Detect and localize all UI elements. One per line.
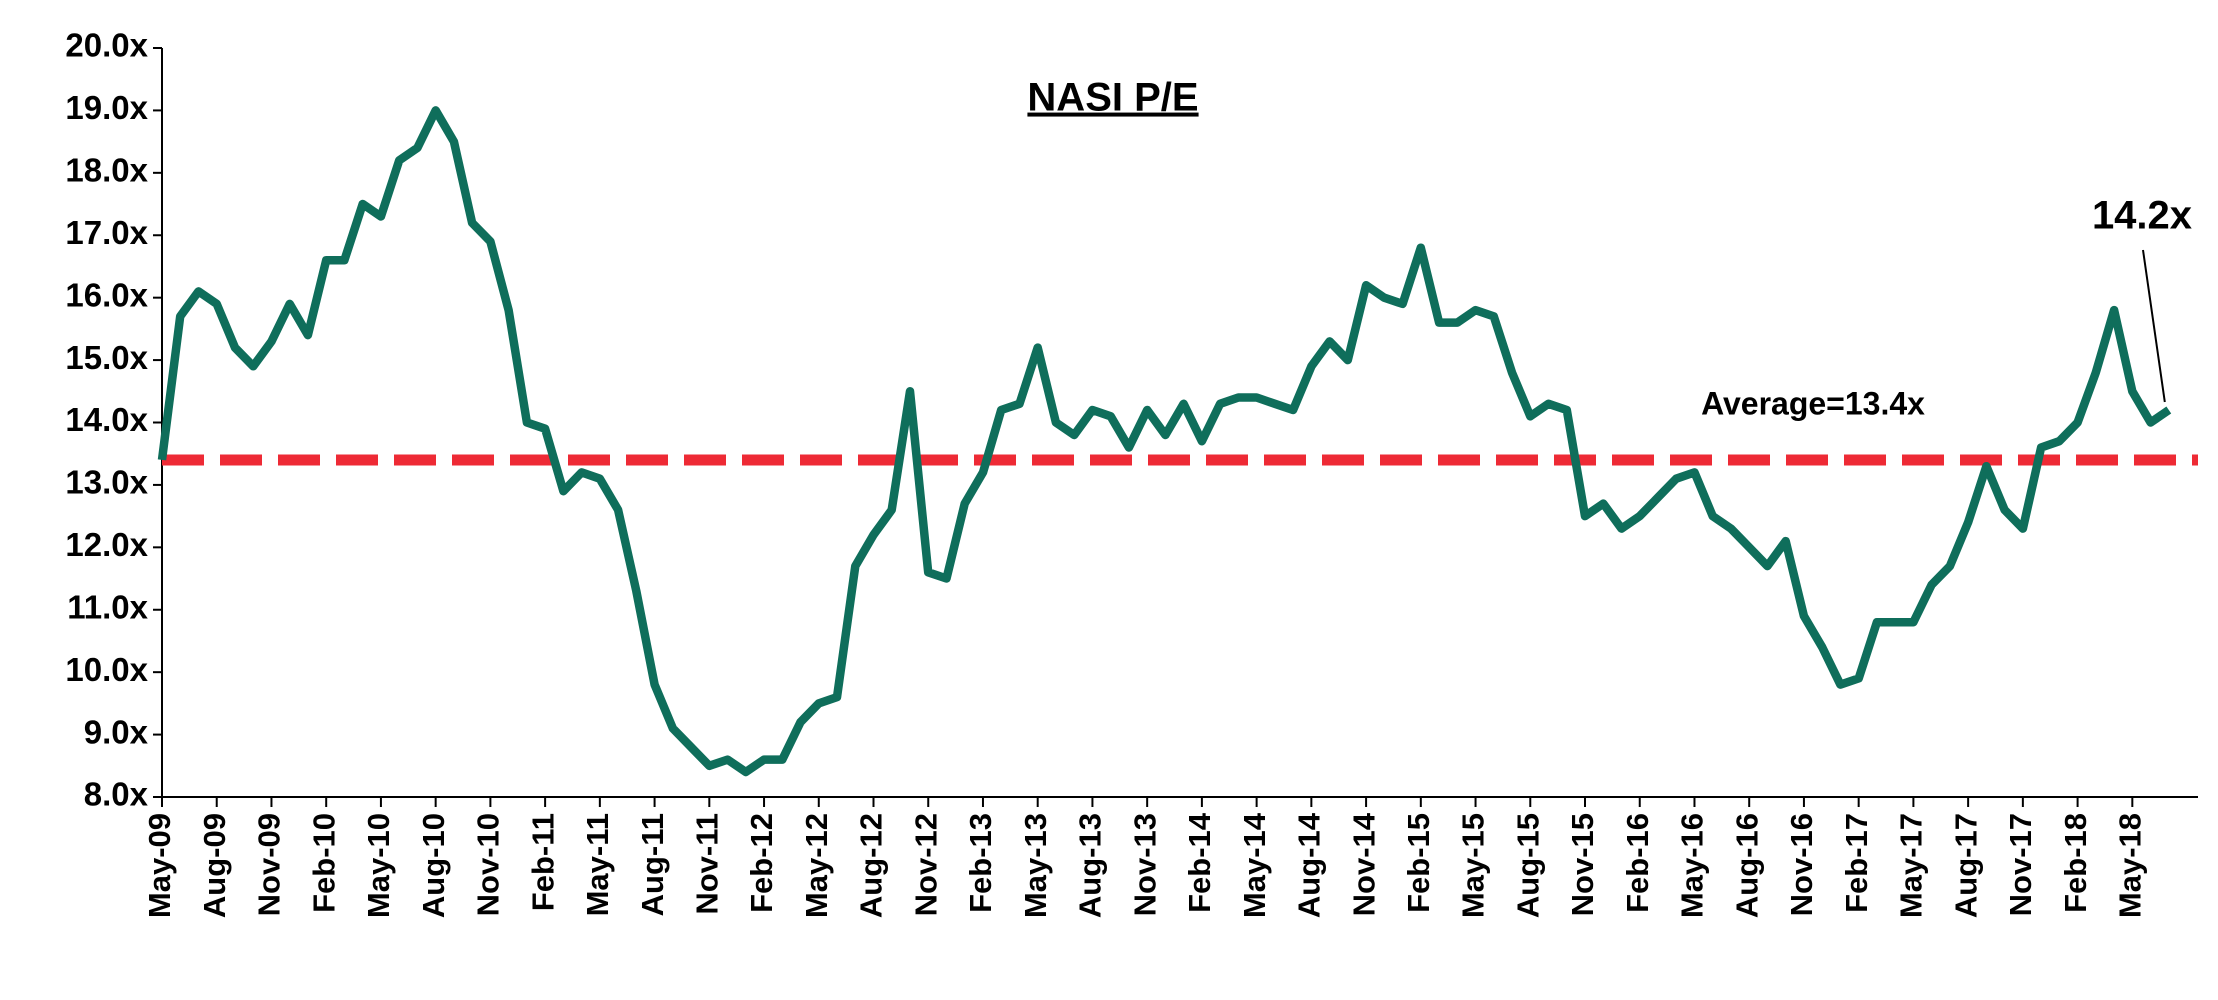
x-tick-label: May-15 <box>1456 813 1491 918</box>
x-tick-label: Aug-13 <box>1073 813 1108 918</box>
x-tick-label: Feb-17 <box>1839 813 1874 913</box>
x-tick-label: May-12 <box>799 813 834 918</box>
x-tick-label: Aug-09 <box>197 813 232 918</box>
y-tick-label: 11.0x <box>67 588 148 625</box>
x-tick-label: May-14 <box>1237 812 1272 918</box>
y-tick-label: 15.0x <box>65 339 148 376</box>
x-tick-label: Nov-13 <box>1127 813 1162 916</box>
y-tick-label: 13.0x <box>65 464 148 501</box>
x-tick-label: Nov-15 <box>1565 813 1600 916</box>
y-tick-label: 16.0x <box>65 276 148 313</box>
x-tick-label: May-09 <box>142 813 177 918</box>
x-tick-label: Aug-11 <box>635 813 670 916</box>
x-tick-label: Aug-17 <box>1948 813 1983 918</box>
x-tick-label: Feb-12 <box>744 813 779 913</box>
y-tick-label: 14.0x <box>65 401 148 438</box>
x-tick-label: Aug-10 <box>416 813 451 918</box>
x-tick-label: Feb-14 <box>1182 812 1217 913</box>
x-tick-label: May-11 <box>580 813 615 916</box>
average-label: Average=13.4x <box>1701 385 1925 421</box>
x-tick-label: Nov-12 <box>908 813 943 916</box>
x-tick-label: May-16 <box>1675 813 1710 918</box>
y-tick-label: 9.0x <box>84 713 149 750</box>
x-tick-label: Aug-16 <box>1729 813 1764 918</box>
annotation-arrow <box>2142 249 2166 403</box>
y-tick-label: 18.0x <box>65 152 148 189</box>
x-tick-label: Aug-12 <box>854 813 889 918</box>
x-tick-label: Feb-13 <box>963 813 998 913</box>
y-tick-label: 20.0x <box>65 27 148 64</box>
x-tick-label: May-18 <box>2113 813 2148 918</box>
x-tick-label: May-17 <box>1894 813 1929 918</box>
x-tick-label: Feb-15 <box>1401 813 1436 913</box>
annotation: 14.2x <box>2092 194 2192 238</box>
x-tick-label: Feb-18 <box>2058 813 2093 913</box>
x-tick-label: Nov-09 <box>252 813 287 916</box>
x-tick-label: Feb-10 <box>306 813 341 913</box>
x-tick-label: Aug-15 <box>1510 813 1545 918</box>
x-tick-label: Feb-16 <box>1620 813 1655 913</box>
y-tick-label: 17.0x <box>65 214 148 251</box>
y-tick-label: 19.0x <box>65 89 148 126</box>
x-tick-label: Nov-16 <box>1784 813 1819 916</box>
x-tick-label: Nov-17 <box>2003 813 2038 916</box>
x-tick-label: Nov-14 <box>1346 812 1381 916</box>
y-tick-label: 12.0x <box>65 526 148 563</box>
x-tick-label: May-10 <box>361 813 396 918</box>
y-tick-label: 8.0x <box>84 776 149 813</box>
chart-title: NASI P/E <box>1027 76 1198 120</box>
x-tick-label: Aug-14 <box>1292 812 1327 918</box>
x-tick-label: Nov-10 <box>471 813 506 916</box>
series-line <box>157 106 2172 777</box>
y-tick-label: 10.0x <box>65 651 148 688</box>
x-tick-label: Nov-11 <box>689 813 724 915</box>
x-tick-label: Feb-11 <box>525 813 560 911</box>
x-tick-label: May-13 <box>1018 813 1053 918</box>
